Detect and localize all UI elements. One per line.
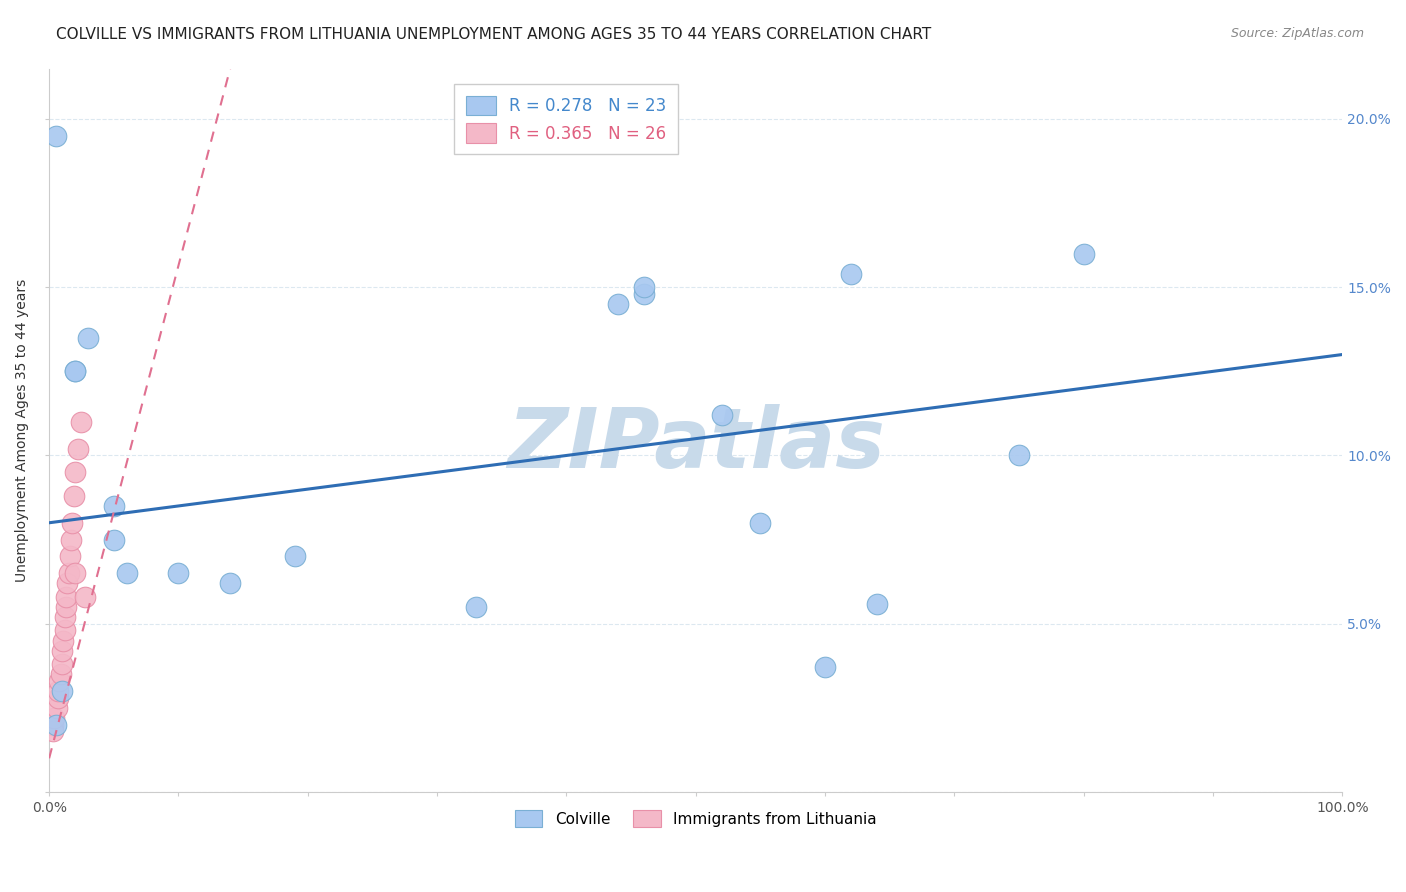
- Point: [53, 610, 76, 624]
- Point: [284, 549, 307, 564]
- Point: [58, 566, 80, 581]
- Point: [63, 364, 86, 378]
- Point: [51, 684, 73, 698]
- Point: [115, 566, 138, 581]
- Point: [62, 516, 84, 530]
- Point: [45, 128, 67, 143]
- Point: [167, 566, 190, 581]
- Point: [44, 711, 66, 725]
- Point: [1008, 449, 1031, 463]
- Point: [70, 415, 93, 429]
- Point: [46, 684, 69, 698]
- Point: [75, 590, 97, 604]
- Point: [45, 717, 67, 731]
- Point: [63, 465, 86, 479]
- Point: [607, 297, 630, 311]
- Point: [56, 576, 79, 591]
- Point: [51, 657, 73, 672]
- Text: ZIPatlas: ZIPatlas: [506, 404, 884, 485]
- Point: [77, 331, 100, 345]
- Text: COLVILLE VS IMMIGRANTS FROM LITHUANIA UNEMPLOYMENT AMONG AGES 35 TO 44 YEARS COR: COLVILLE VS IMMIGRANTS FROM LITHUANIA UN…: [56, 27, 932, 42]
- Point: [633, 287, 655, 301]
- Point: [62, 489, 84, 503]
- Point: [710, 408, 733, 422]
- Point: [51, 643, 73, 657]
- Point: [48, 673, 70, 688]
- Point: [53, 624, 76, 638]
- Point: [55, 599, 77, 614]
- Point: [46, 690, 69, 705]
- Point: [45, 701, 67, 715]
- Point: [103, 533, 125, 547]
- Point: [866, 597, 889, 611]
- Point: [52, 633, 75, 648]
- Text: Source: ZipAtlas.com: Source: ZipAtlas.com: [1230, 27, 1364, 40]
- Point: [66, 442, 89, 456]
- Point: [1073, 246, 1095, 260]
- Point: [839, 267, 862, 281]
- Point: [103, 499, 125, 513]
- Point: [633, 280, 655, 294]
- Point: [60, 533, 83, 547]
- Point: [59, 549, 82, 564]
- Point: [49, 667, 72, 681]
- Point: [63, 566, 86, 581]
- Point: [55, 590, 77, 604]
- Point: [42, 724, 65, 739]
- Point: [464, 599, 486, 614]
- Point: [219, 576, 242, 591]
- Point: [42, 717, 65, 731]
- Point: [814, 660, 837, 674]
- Legend: Colville, Immigrants from Lithuania: Colville, Immigrants from Lithuania: [508, 802, 884, 835]
- Y-axis label: Unemployment Among Ages 35 to 44 years: Unemployment Among Ages 35 to 44 years: [15, 278, 30, 582]
- Point: [63, 364, 86, 378]
- Point: [749, 516, 772, 530]
